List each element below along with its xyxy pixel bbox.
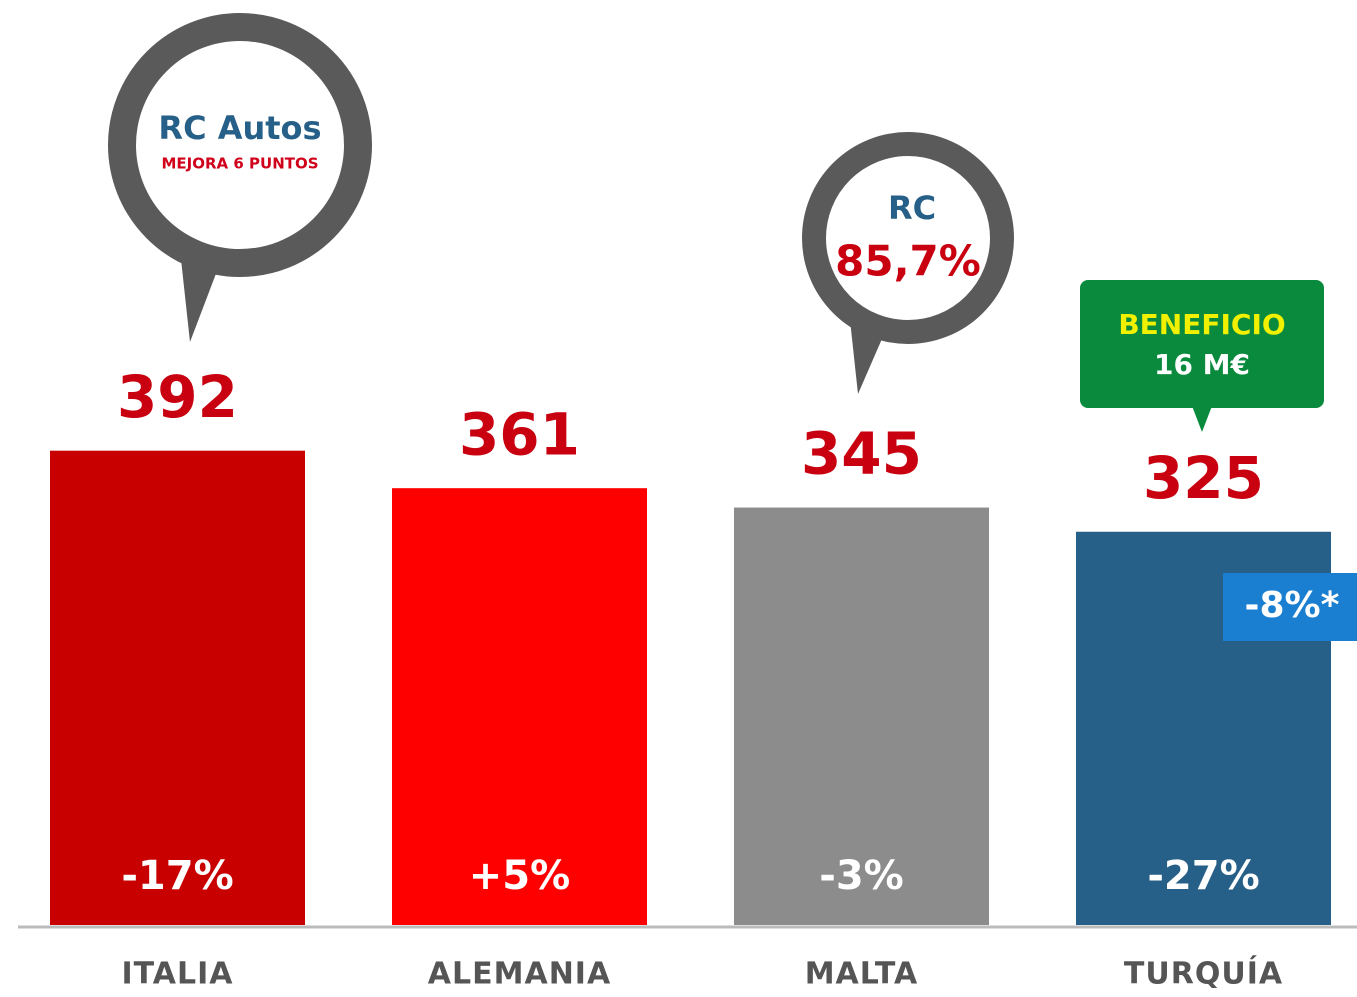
bubble-malta: RC 85,7% bbox=[802, 132, 1014, 394]
annotation: BENEFICIO bbox=[1118, 308, 1285, 341]
annotation: MEJORA 6 PUNTOS bbox=[161, 155, 318, 173]
tag-turquia: -8%* bbox=[1223, 573, 1357, 641]
annotation: RC bbox=[888, 189, 936, 227]
bars: 392 -17% ITALIA 361 +5% ALEMANIA 345 -3% MALTA 32… bbox=[50, 363, 1331, 992]
bar bbox=[392, 488, 647, 925]
change-label: -27% bbox=[1147, 853, 1259, 899]
bar bbox=[50, 450, 305, 925]
change-label: +5% bbox=[469, 853, 570, 899]
bubble-italia: RC Autos MEJORA 6 PUNTOS bbox=[108, 13, 372, 342]
annotation: -8%* bbox=[1245, 585, 1340, 626]
value-label: 345 bbox=[801, 420, 922, 488]
value-label: 361 bbox=[459, 400, 580, 468]
annotation: 85,7% bbox=[835, 237, 981, 286]
change-label: -17% bbox=[121, 853, 233, 899]
value-label: 325 bbox=[1143, 444, 1264, 512]
x-tick-label: TURQUÍA bbox=[1124, 956, 1283, 992]
x-tick-label: ITALIA bbox=[121, 957, 233, 992]
annotation: RC Autos bbox=[158, 109, 321, 147]
value-label: 392 bbox=[117, 363, 238, 431]
x-tick-label: MALTA bbox=[805, 957, 919, 992]
x-tick-label: ALEMANIA bbox=[428, 957, 611, 992]
change-label: -3% bbox=[819, 853, 904, 899]
bar bbox=[734, 507, 989, 925]
box-turquia: BENEFICIO 16 M€ bbox=[1080, 280, 1324, 432]
annotation: 16 M€ bbox=[1154, 348, 1250, 381]
